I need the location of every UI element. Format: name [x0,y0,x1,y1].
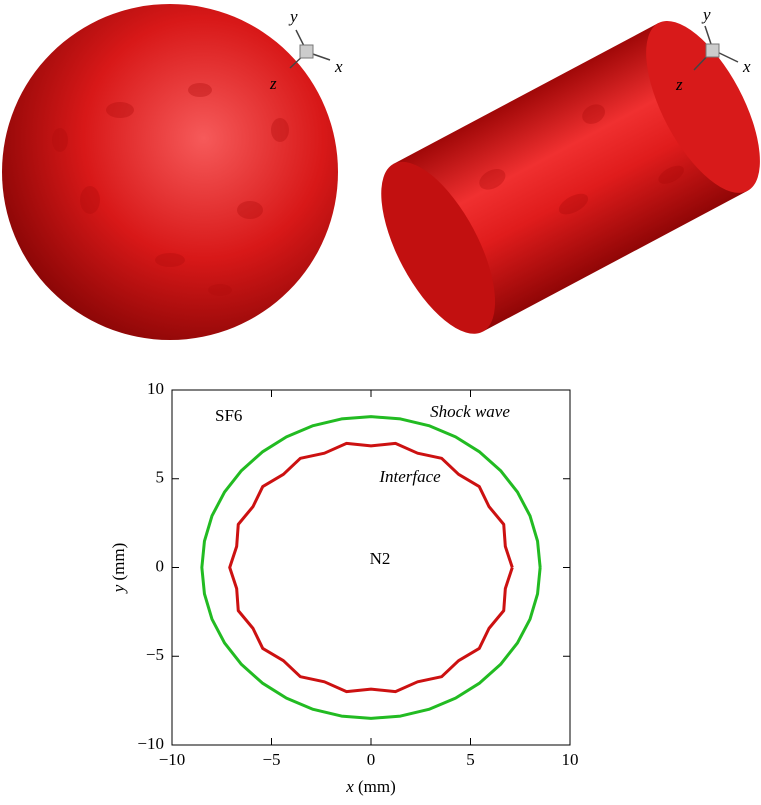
annotation: Shock wave [430,402,510,421]
series-line [200,415,542,720]
annotation: SF6 [215,406,242,425]
x-tick-label: 0 [367,750,376,769]
axis-label: z [675,75,683,94]
y-tick-label: 0 [156,556,165,575]
series-line [228,441,514,694]
x-tick-label: 5 [466,750,475,769]
axis-label: x [742,57,751,76]
y-axis-unit: (mm) [109,543,128,581]
x-tick-label: 10 [562,750,579,769]
y-tick-label: 10 [147,379,164,398]
x-axis-unit: (mm) [358,777,396,796]
x-tick-label: −5 [262,750,280,769]
x-axis-label: x (mm) [345,777,396,796]
axis-label: x [334,57,343,76]
y-tick-label: −5 [146,645,164,664]
sphere-rendering [2,4,338,340]
y-axis-symbol: y [109,584,128,594]
axis-label: z [269,74,277,93]
x-tick-label: −10 [159,750,186,769]
y-axis-label: y (mm) [109,543,128,595]
annotation: Interface [378,467,441,486]
x-axis-symbol: x [345,777,354,796]
y-tick-label: 5 [156,468,165,487]
cylinder-rendering [381,20,760,334]
axis-label: y [701,5,711,24]
axis-label: y [288,7,298,26]
annotation: N2 [370,549,391,568]
y-tick-label: −10 [137,734,164,753]
